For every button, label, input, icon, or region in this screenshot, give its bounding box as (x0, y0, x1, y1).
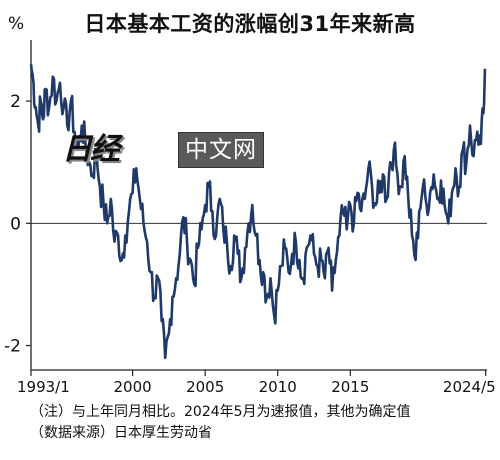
y-axis-unit: % (8, 14, 25, 34)
chart-title: 日本基本工资的涨幅创31年来新高 (84, 12, 416, 36)
x-tick-label: 2024/5 (443, 378, 496, 396)
chart-series (29, 64, 487, 360)
watermark: 日经 中文网 (56, 128, 264, 172)
note-line: （注）与上年同月相比。2024年5月为速报值，其他为确定值 (30, 404, 411, 420)
series-line (29, 64, 487, 360)
source-line: （数据来源）日本厚生劳动省 (30, 425, 212, 441)
y-tick-label: 2 (10, 92, 21, 112)
x-tick-label: 2010 (259, 378, 297, 396)
y-tick-label: -2 (4, 337, 21, 357)
chart-ticks: 2 0 -2 1993/1 2000 2005 2010 2015 2024/5 (4, 92, 496, 396)
x-tick-label: 2015 (331, 378, 369, 396)
y-tick-label: 0 (10, 214, 21, 234)
x-tick-label: 2005 (186, 378, 224, 396)
watermark-text: 中文网 (178, 132, 264, 168)
chart-notes: （注）与上年同月相比。2024年5月为速报值，其他为确定值 （数据来源）日本厚生… (30, 402, 411, 444)
watermark-logo: 日经 (62, 132, 120, 167)
x-tick-label: 1993/1 (17, 378, 70, 396)
x-tick-label: 2000 (113, 378, 151, 396)
chart-axes (30, 40, 487, 371)
